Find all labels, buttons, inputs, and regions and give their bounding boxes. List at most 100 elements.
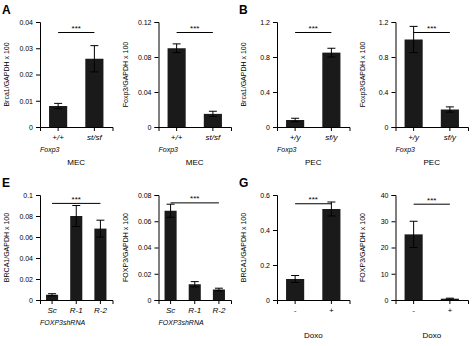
y-tick: 0.04 — [138, 244, 159, 251]
error-bar-cap — [410, 247, 418, 248]
error-bar-cap — [167, 217, 175, 218]
error-bar-cap — [410, 52, 418, 53]
x-tick-label: st/sf — [206, 133, 221, 142]
genotype-label: Foxp3 — [396, 146, 416, 154]
y-axis-title: BRCA1/GAPDH x 100 — [3, 213, 10, 282]
x-tick-mark — [295, 300, 296, 304]
y-tick-label: 0.6 — [260, 192, 270, 199]
y-tick-mark — [36, 300, 40, 301]
error-bar-cap — [54, 108, 62, 109]
y-tick-label: 0 — [148, 124, 152, 131]
y-tick-label: 0.1 — [23, 192, 33, 199]
x-axis-title: Doxo — [304, 331, 323, 340]
y-axis: 00.40.81.2 — [260, 19, 277, 131]
error-bar — [173, 44, 181, 53]
error-bar-stem — [94, 46, 95, 72]
x-tick: - — [412, 300, 415, 315]
y-tick-label: 1.2 — [260, 19, 270, 26]
y-tick: 0.2 — [260, 262, 277, 269]
y-tick-label: 0.8 — [260, 54, 270, 61]
x-axis-title: MEC — [67, 158, 85, 167]
y-axis-line — [155, 23, 160, 128]
bar — [46, 295, 58, 300]
x-axis: +/ysf/y — [396, 127, 469, 142]
y-axis-title: Brca1/GAPDH x 100 — [3, 42, 10, 106]
y-tick: 0.4 — [260, 227, 277, 234]
error-bar-stem — [295, 276, 296, 283]
error-bar-cap — [446, 112, 454, 113]
y-tick: 1.2 — [260, 19, 277, 26]
y-tick-label: 0.01 — [19, 97, 33, 104]
x-tick-mark — [331, 300, 332, 304]
y-tick-mark — [36, 48, 40, 49]
x-axis-title: Doxo — [422, 331, 441, 340]
y-tick: 0.8 — [260, 54, 277, 61]
y-tick: 0 — [266, 297, 277, 304]
x-tick-mark — [76, 300, 77, 304]
plot-area — [46, 206, 106, 301]
y-tick: 0 — [385, 297, 396, 304]
y-tick: 0.01 — [19, 97, 40, 104]
error-bar — [446, 298, 454, 299]
y-axis: 00.020.040.060.080.1 — [19, 192, 40, 304]
y-tick-mark — [273, 300, 277, 301]
x-axis-line — [396, 128, 469, 132]
y-tick-label: 30 — [381, 218, 389, 225]
y-tick-label: 0.2 — [260, 262, 270, 269]
x-tick-label: + — [329, 306, 334, 315]
x-tick: +/+ — [52, 127, 64, 142]
x-tick-label: R-2 — [212, 306, 225, 315]
error-bar — [209, 111, 217, 116]
error-bar-cap — [446, 298, 454, 299]
y-tick-mark — [392, 195, 396, 196]
y-axis-line — [36, 23, 41, 128]
error-bar — [410, 221, 418, 247]
x-tick-label: sf/y — [325, 133, 338, 142]
panel-letter: B — [239, 3, 248, 17]
plot-area — [168, 44, 222, 127]
y-tick: 0 — [29, 124, 40, 131]
error-bar — [215, 288, 223, 291]
x-axis-line — [159, 301, 232, 305]
y-tick-label: 0 — [148, 297, 152, 304]
significance-label: *** — [427, 24, 436, 33]
y-tick: 40 — [381, 192, 396, 199]
genotype-label: FOXP3shRNA — [159, 319, 204, 326]
y-tick-label: 0.04 — [138, 244, 152, 251]
x-tick-mark — [331, 127, 332, 131]
y-tick: 0.04 — [138, 89, 159, 96]
error-bar — [167, 204, 175, 217]
y-tick-label: 0.08 — [138, 54, 152, 61]
y-axis: 00.010.020.030.04 — [19, 19, 40, 131]
x-axis-line — [278, 301, 351, 305]
error-bar-stem — [170, 204, 171, 217]
x-tick-mark — [413, 127, 414, 131]
error-bar-cap — [72, 226, 80, 227]
error-bar-cap — [209, 116, 217, 117]
y-axis-line — [36, 196, 41, 301]
x-tick-mark — [449, 127, 450, 131]
y-tick-mark — [36, 237, 40, 238]
y-axis-title: FOXP3/GAPDH x 100 — [359, 213, 366, 282]
error-bar — [48, 294, 56, 296]
y-tick-label: 0 — [29, 297, 33, 304]
error-bar-cap — [327, 48, 335, 49]
x-tick-label: +/+ — [171, 133, 183, 142]
error-bar-cap — [173, 43, 181, 44]
y-tick: 0.06 — [19, 234, 40, 241]
x-tick: + — [329, 300, 334, 315]
x-tick-label: R-2 — [94, 306, 107, 315]
bar — [189, 284, 201, 300]
y-tick-mark — [392, 57, 396, 58]
x-tick: st/sf — [206, 127, 221, 142]
y-tick-mark — [36, 216, 40, 217]
y-tick-mark — [155, 300, 159, 301]
error-bar-cap — [96, 220, 104, 221]
y-tick-mark — [155, 127, 159, 128]
y-tick: 30 — [381, 218, 396, 225]
x-tick-mark — [194, 300, 195, 304]
plot-area — [49, 46, 103, 127]
y-tick-label: 10 — [381, 270, 389, 277]
panel-letter: G — [239, 176, 248, 190]
significance-label: *** — [427, 196, 436, 205]
